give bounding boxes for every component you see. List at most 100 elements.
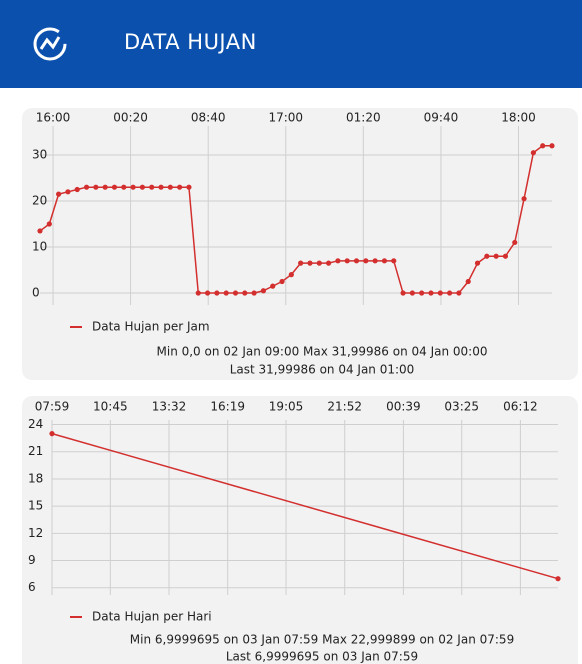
data-point [549, 143, 555, 149]
data-point [204, 290, 211, 296]
legend-label: Data Hujan per Jam [92, 320, 210, 334]
data-point [102, 184, 108, 190]
data-point [74, 186, 80, 193]
data-point [232, 290, 239, 296]
data-point [400, 290, 406, 296]
x-tick-label: 19:05 [269, 400, 304, 414]
data-point [456, 290, 462, 296]
data-point [251, 290, 257, 296]
x-tick-label: 18:00 [501, 111, 536, 125]
y-tick-label: 30 [32, 147, 47, 161]
data-point [363, 258, 369, 264]
stats-text: Min 6,9999695 on 03 Jan 07:59 Max 22,999… [130, 633, 514, 647]
data-point [381, 258, 388, 264]
chart: 6 9 12 15 18 21 24 07:59 10:45 13:32 16:19 19:05 21:… [28, 400, 561, 664]
data-point [530, 150, 536, 156]
y-tick-label: 15 [28, 499, 43, 513]
app-icon [33, 27, 67, 61]
y-tick-label: 0 [32, 286, 40, 300]
chart-card: 0 10 20 30 16:00 00:20 08:40 17:00 01:20 09:40 18:… [22, 108, 578, 380]
x-tick-label: 17:00 [268, 111, 303, 125]
data-point [428, 290, 434, 296]
data-point [46, 221, 52, 227]
x-tick-label: 01:20 [346, 111, 381, 125]
data-point [419, 290, 425, 296]
data-point [158, 184, 164, 190]
data-point [447, 290, 453, 296]
data-point [195, 290, 201, 296]
data-point [111, 184, 118, 190]
x-tick-label: 16:19 [210, 400, 245, 414]
chart: 0 10 20 30 16:00 00:20 08:40 17:00 01:20 09:40 18:… [32, 111, 555, 377]
y-tick-label: 10 [32, 240, 47, 254]
y-tick-label: 20 [32, 194, 47, 208]
data-point [139, 184, 145, 190]
data-point [214, 290, 220, 296]
data-point [316, 260, 322, 266]
y-tick-label: 9 [28, 553, 36, 567]
x-tick-label: 07:59 [35, 400, 70, 414]
data-point [502, 253, 509, 259]
data-line [39, 145, 552, 294]
data-point [465, 278, 471, 285]
legend-label: Data Hujan per Hari [92, 610, 212, 624]
data-point [555, 576, 561, 582]
app-bar: DATA HUJAN [0, 0, 582, 88]
data-point [372, 258, 378, 264]
y-tick-label: 24 [28, 417, 43, 431]
x-tick-label: 16:00 [36, 111, 71, 125]
data-point [474, 260, 481, 266]
data-point [49, 431, 55, 437]
data-point [260, 288, 267, 294]
data-point [177, 184, 183, 190]
x-tick-label: 03:25 [444, 400, 479, 414]
y-tick-label: 12 [28, 526, 43, 540]
stats-text: Last 31,99986 on 04 Jan 01:00 [230, 363, 415, 377]
data-point [149, 184, 155, 190]
data-point [270, 283, 276, 289]
x-tick-label: 06:12 [503, 400, 538, 414]
data-point [65, 189, 71, 195]
data-point [307, 260, 313, 266]
data-point [484, 253, 490, 259]
data-point [521, 196, 527, 202]
x-tick-label: 21:52 [327, 400, 362, 414]
y-tick-label: 21 [28, 444, 43, 458]
data-point [540, 143, 546, 149]
data-point [288, 272, 294, 278]
x-tick-label: 00:20 [113, 111, 148, 125]
data-point [409, 290, 415, 296]
data-point [353, 258, 360, 264]
data-point [493, 253, 499, 259]
x-tick-label: 08:40 [191, 111, 226, 125]
data-point [242, 290, 248, 296]
data-point [512, 239, 518, 246]
data-point [37, 228, 43, 234]
data-point [167, 184, 173, 190]
x-tick-label: 10:45 [93, 400, 128, 414]
y-tick-label: 18 [28, 471, 43, 485]
x-tick-label: 09:40 [424, 111, 459, 125]
data-point [223, 290, 229, 296]
data-point [186, 184, 192, 190]
chart-card: 6 9 12 15 18 21 24 07:59 10:45 13:32 16:19 19:05 21:… [22, 396, 578, 664]
stats-text: Last 6,9999695 on 03 Jan 07:59 [226, 650, 418, 664]
app-title: DATA HUJAN [124, 30, 257, 54]
data-point [325, 260, 332, 266]
data-point [121, 184, 127, 190]
stats-text: Min 0,0 on 02 Jan 09:00 Max 31,99986 on … [157, 345, 488, 359]
data-point [279, 278, 285, 285]
data-point [83, 184, 90, 190]
data-point [344, 258, 350, 264]
x-tick-label: 00:39 [386, 400, 421, 414]
data-point [437, 290, 443, 296]
y-tick-label: 6 [28, 580, 36, 594]
data-point [56, 191, 62, 197]
data-point [130, 184, 136, 190]
data-point [298, 260, 304, 266]
data-point [335, 258, 341, 264]
data-line [51, 432, 559, 580]
data-point [93, 184, 99, 190]
x-tick-label: 13:32 [152, 400, 187, 414]
